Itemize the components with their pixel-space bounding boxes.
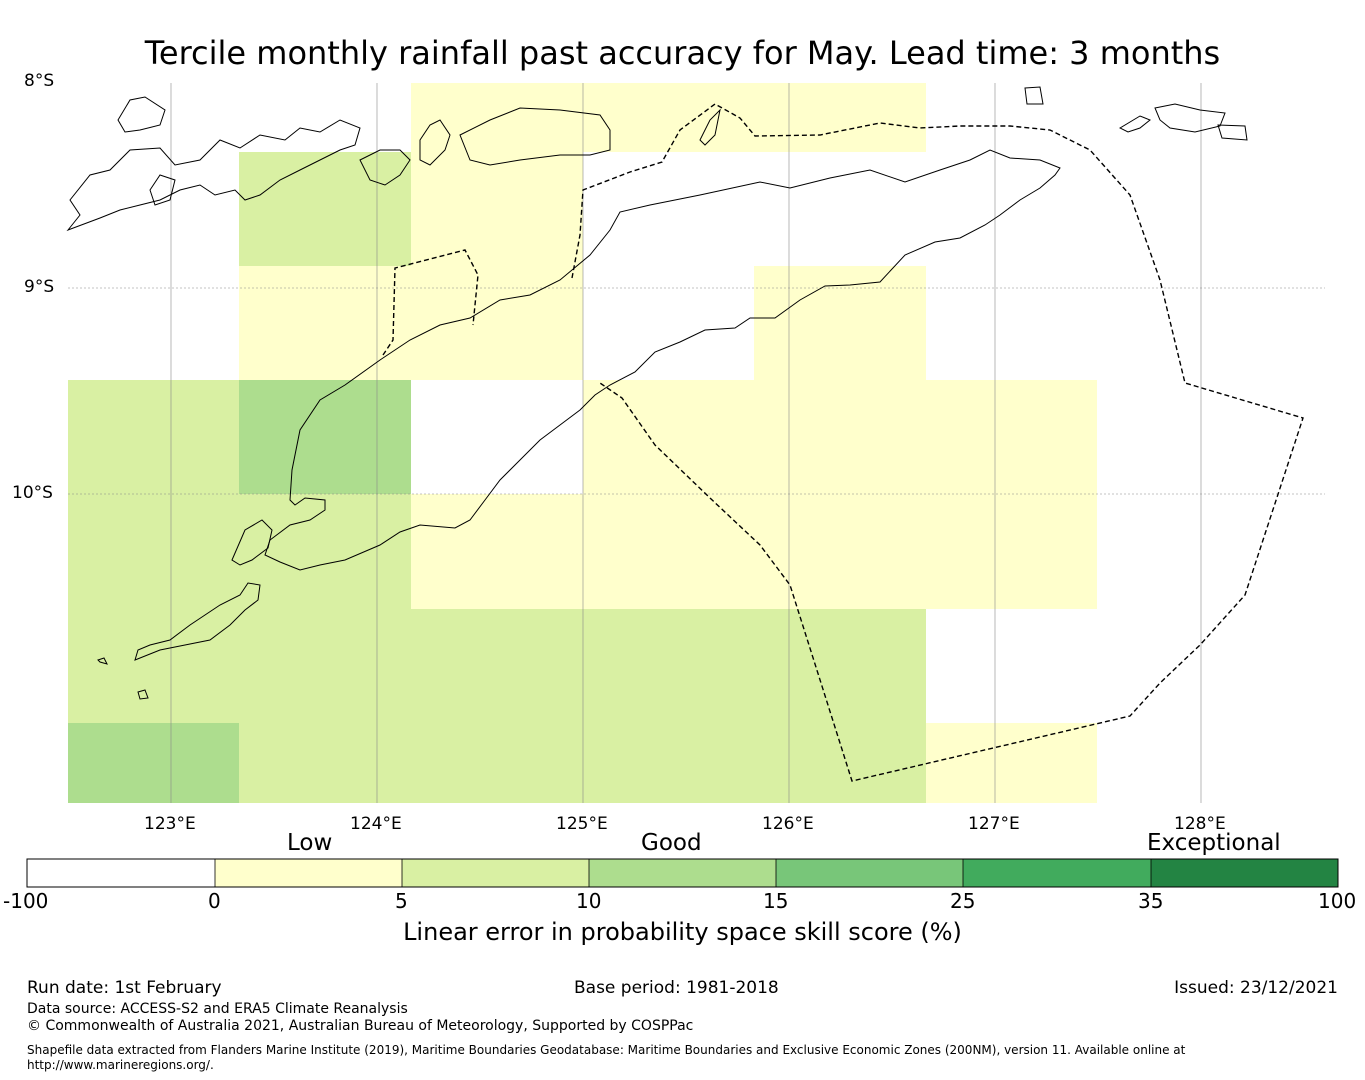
cell-light-green: [68, 494, 411, 609]
lat-label: 10°S: [12, 483, 53, 503]
lon-label: 123°E: [144, 814, 196, 834]
chart-title: Tercile monthly rainfall past accuracy f…: [144, 34, 1221, 72]
colorbar-tick: 35: [1138, 889, 1164, 913]
colorbar-tick: 15: [763, 889, 789, 913]
lon-label: 127°E: [968, 814, 1020, 834]
cell-light-green: [68, 609, 926, 723]
cell-yellow: [926, 723, 1097, 803]
colorbar-segment: [402, 859, 589, 887]
lon-label: 124°E: [350, 814, 402, 834]
lon-label: 125°E: [556, 814, 608, 834]
cell-light-green: [239, 152, 411, 266]
gridlines: [68, 83, 1325, 803]
colorbar-segment: [27, 859, 215, 887]
colorbar-segment: [776, 859, 963, 887]
colorbar-tick: 10: [576, 889, 602, 913]
cell-light-green: [239, 723, 926, 803]
colorbar-segment: [1151, 859, 1338, 887]
colorbar-tick: -100: [3, 889, 49, 913]
shapefile-credit-line1: Shapefile data extracted from Flanders M…: [27, 1043, 1186, 1057]
cell-yellow: [411, 152, 583, 266]
data-source: Data source: ACCESS-S2 and ERA5 Climate …: [27, 1001, 408, 1017]
cell-yellow: [239, 266, 583, 380]
colorbar: [26, 858, 1339, 888]
issued-date: Issued: 23/12/2021: [1174, 978, 1338, 998]
copyright: © Commonwealth of Australia 2021, Austra…: [27, 1018, 694, 1034]
coastlines: [66, 86, 1248, 700]
colorbar-category-exceptional: Exceptional: [1147, 830, 1281, 856]
cell-yellow: [583, 380, 1097, 609]
colorbar-tick: 5: [395, 889, 408, 913]
cell-green: [68, 723, 239, 803]
colorbar-segment: [589, 859, 776, 887]
colorbar-category-good: Good: [641, 830, 702, 856]
colorbar-tick: 25: [950, 889, 976, 913]
lat-label: 8°S: [24, 71, 55, 91]
lon-label: 126°E: [762, 814, 814, 834]
colorbar-category-low: Low: [287, 830, 333, 856]
lat-label: 9°S: [24, 277, 55, 297]
lon-label: 128°E: [1174, 814, 1226, 834]
colorbar-tick: 100: [1318, 889, 1357, 913]
cell-light-green: [68, 380, 239, 494]
base-period: Base period: 1981-2018: [574, 978, 779, 998]
colorbar-tick: 0: [208, 889, 221, 913]
maritime-boundaries: [382, 103, 1304, 782]
cell-green: [239, 380, 411, 494]
colorbar-segment: [963, 859, 1151, 887]
shapefile-credit-line2: http://www.marineregions.org/.: [27, 1058, 214, 1072]
cell-yellow: [754, 266, 926, 380]
colorbar-label: Linear error in probability space skill …: [403, 918, 962, 946]
cell-yellow: [411, 83, 926, 152]
run-date: Run date: 1st February: [27, 978, 222, 998]
cell-yellow: [411, 494, 583, 609]
skill-grid: [68, 83, 1097, 803]
colorbar-segment: [215, 859, 402, 887]
